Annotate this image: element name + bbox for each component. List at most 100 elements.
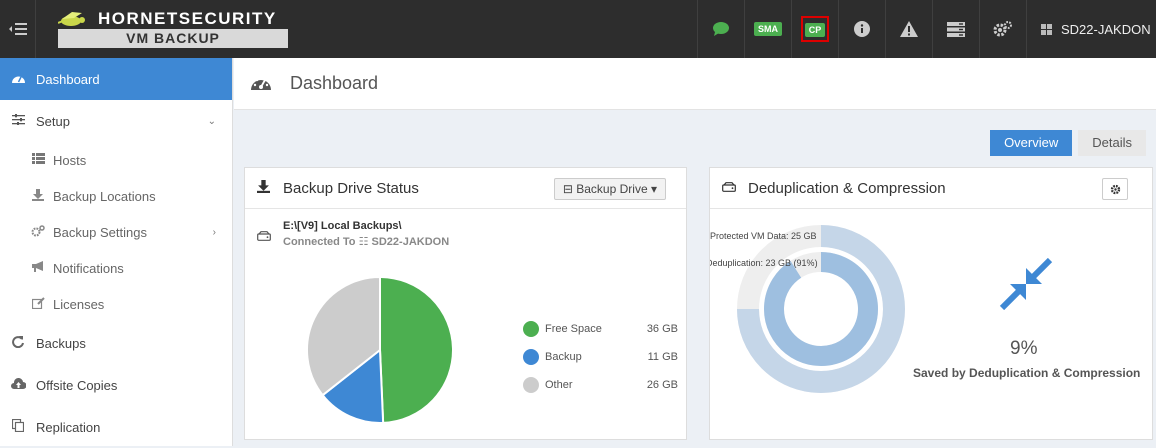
dashboard-icon [251,78,271,90]
dedup-radial-chart [737,225,905,393]
cloud-upload-icon [10,377,26,392]
legend-value: 26 GB [646,379,678,391]
sidebar-item-backup-locations[interactable]: Backup Locations [0,178,232,214]
backup-drive-dropdown[interactable]: ⊟ Backup Drive ▾ [553,178,666,200]
sidebar-item-label: Hosts [53,152,87,168]
chevron-right-icon: › [212,226,216,238]
top-bar: HORNETSECURITY VM BACKUP SMA CP SD22-JAK… [0,0,1156,58]
pie-slice-other [306,275,381,397]
hdd-icon [722,181,738,195]
list-icon: ☷ [358,236,369,248]
info-icon[interactable] [838,0,885,58]
chevron-down-icon: ⌄ [207,115,216,127]
legend-value: 36 GB [646,323,678,335]
chart-legend: Free Space 36 GB Backup 11 GB Other 26 G… [523,315,678,399]
drive-connection: Connected To ☷ SD22-JAKDON [257,235,449,248]
connected-prefix: Connected To [283,236,356,248]
sidebar-item-label: Backups [36,335,86,351]
sidebar-item-backups[interactable]: Backups [0,322,232,364]
tab-details[interactable]: Details [1078,130,1146,156]
pie-slice-free-space [379,275,454,424]
legend-label: Free Space [545,323,602,335]
brand-logo[interactable]: HORNETSECURITY VM BACKUP [58,8,288,48]
sma-badge: SMA [754,22,782,36]
cp-button[interactable]: CP [791,0,838,58]
view-tabs: Overview Details [984,130,1146,156]
list-icon [30,153,46,167]
sidebar-item-replication[interactable]: Replication [0,406,232,448]
server-icon[interactable] [932,0,979,58]
windows-icon [1041,23,1052,35]
panel-title: Backup Drive Status [283,179,419,197]
sidebar-item-label: Setup [36,113,70,129]
sidebar-item-licenses[interactable]: Licenses [0,286,232,322]
legend-swatch-other [523,377,539,393]
menu-toggle-icon[interactable] [0,0,36,58]
brand-name: HORNETSECURITY [98,8,277,28]
radial-ring-deduplication [764,252,878,366]
radial-ring-protected [737,225,905,393]
savings-percent: 9% [1010,338,1038,359]
legend-swatch-backup [523,349,539,365]
page-header: Dashboard [234,58,1156,110]
pie-slice-backup [321,348,385,424]
hornet-logo-icon [58,11,85,26]
host-menu[interactable]: SD22-JAKDON [1026,0,1156,58]
cp-highlight: CP [800,16,830,42]
download-icon [257,180,273,196]
legend-swatch-free [523,321,539,337]
dedup-panel: Deduplication & Compression Protected VM… [709,167,1153,440]
sidebar-item-label: Replication [36,419,101,435]
compress-icon [999,258,1053,310]
sidebar-item-notifications[interactable]: Notifications [0,250,232,286]
sidebar-item-offsite-copies[interactable]: Offsite Copies [0,364,232,406]
panel-title: Deduplication & Compression [748,179,946,197]
legend-item: Backup 11 GB [523,343,678,371]
sidebar-item-backup-settings[interactable]: Backup Settings › [0,214,232,250]
sidebar-item-dashboard[interactable]: Dashboard [0,58,232,100]
tab-overview[interactable]: Overview [990,130,1073,156]
dropdown-label: Backup Drive [576,182,648,196]
bullhorn-icon [30,261,46,275]
drive-info: E:\[V9] Local Backups\ Connected To ☷ SD… [257,220,449,248]
legend-item: Other 26 GB [523,371,678,399]
legend-label: Backup [545,351,582,363]
chat-icon[interactable] [697,0,744,58]
hdd-icon [257,231,271,241]
warning-icon[interactable] [885,0,932,58]
settings-button[interactable] [1102,178,1128,200]
drive-pie-chart [306,275,454,424]
sidebar-item-label: Licenses [53,296,105,312]
cp-badge: CP [804,23,826,37]
sliders-icon [10,114,26,128]
sidebar-item-hosts[interactable]: Hosts [0,142,232,178]
gears-icon[interactable] [979,0,1026,58]
gear-icon [1110,184,1120,194]
drive-path: E:\[V9] Local Backups\ [283,220,402,232]
sidebar: Dashboard Setup ⌄ Hosts Backup Locations… [0,58,233,446]
page-title: Dashboard [290,73,379,93]
legend-label: Other [545,379,573,391]
legend-item: Free Space 36 GB [523,315,678,343]
host-name: SD22-JAKDON [1061,21,1151,37]
edit-icon [30,296,46,312]
hdd-icon: ⊟ [562,182,573,196]
gears-icon [30,224,46,240]
protected-data-label: Protected VM Data: 25 GB [710,231,817,241]
deduplication-label: Deduplication: 23 GB (91%) [709,258,818,268]
product-name: VM BACKUP [58,29,288,48]
backup-drive-panel: Backup Drive Status ⊟ Backup Drive ▾ E:\… [244,167,687,440]
connected-host: SD22-JAKDON [371,236,450,248]
sidebar-item-label: Offsite Copies [36,377,118,393]
sma-button[interactable]: SMA [744,0,791,58]
savings-label: Saved by Deduplication & Compression [913,366,1141,380]
legend-value: 11 GB [647,351,678,363]
refresh-icon [10,335,26,351]
copy-icon [10,418,26,435]
sidebar-item-label: Backup Settings [53,224,147,240]
sidebar-item-setup[interactable]: Setup ⌄ [0,100,232,142]
sidebar-item-label: Backup Locations [53,188,156,204]
download-icon [30,188,46,204]
sidebar-item-label: Notifications [53,260,124,276]
sidebar-item-label: Dashboard [36,71,100,87]
